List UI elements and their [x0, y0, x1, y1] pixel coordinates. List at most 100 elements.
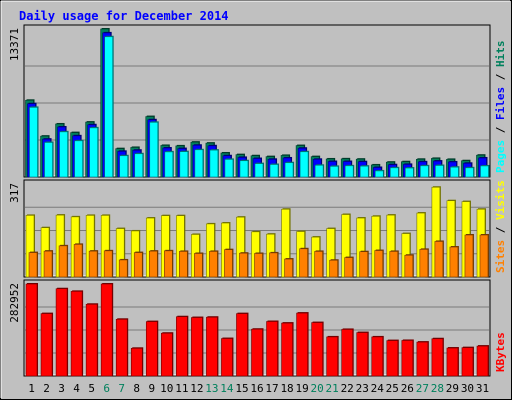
bar-pages-day-29 [450, 166, 459, 178]
bar-pages-day-12 [194, 149, 204, 178]
bar-sites-day-14 [224, 249, 233, 278]
bar-pages-day-19 [299, 151, 309, 178]
bar-sites-day-21 [329, 259, 338, 278]
bar-kbytes-day-23 [356, 332, 369, 377]
bar-kbytes-day-26 [401, 340, 414, 377]
bar-pages-day-15 [239, 160, 249, 178]
legend-kbytes: KBytes [494, 332, 507, 372]
x-tick-label-day-22: 22 [341, 382, 354, 395]
bar-kbytes-day-16 [251, 328, 263, 377]
x-tick-label-day-13: 13 [205, 382, 218, 395]
bar-kbytes-day-6 [100, 283, 113, 377]
bar-sites-day-12 [194, 253, 203, 278]
bar-pages-day-27 [420, 165, 429, 178]
bar-sites-day-18 [284, 258, 293, 278]
x-tick-label-day-8: 8 [133, 382, 140, 395]
bar-sites-day-8 [133, 252, 143, 278]
legend-separator: / [494, 67, 507, 87]
bar-pages-day-7 [119, 155, 129, 178]
bar-kbytes-day-30 [461, 347, 474, 377]
x-tick-label-day-29: 29 [446, 382, 459, 395]
bar-sites-day-29 [449, 246, 459, 278]
bar-sites-day-13 [209, 251, 218, 278]
bar-sites-day-27 [419, 249, 429, 278]
x-tick-label-day-1: 1 [28, 382, 35, 395]
bar-sites-day-22 [344, 257, 353, 278]
bar-sites-day-26 [404, 254, 414, 278]
bar-pages-day-21 [329, 166, 339, 178]
x-tick-label-day-28: 28 [431, 382, 444, 395]
bar-sites-day-31 [479, 234, 489, 278]
bar-pages-day-4 [74, 140, 83, 178]
bar-pages-day-20 [314, 164, 324, 178]
bar-kbytes-day-20 [311, 322, 323, 377]
bar-sites-day-2 [43, 250, 53, 278]
bar-sites-day-5 [88, 250, 98, 278]
bar-pages-day-30 [465, 167, 474, 178]
bar-kbytes-day-24 [371, 336, 384, 377]
x-tick-label-day-23: 23 [356, 382, 369, 395]
bar-kbytes-day-15 [236, 313, 248, 377]
x-tick-label-day-7: 7 [118, 382, 125, 395]
bar-kbytes-day-12 [191, 317, 203, 377]
bar-sites-day-15 [239, 252, 248, 278]
bar-pages-day-31 [480, 165, 489, 178]
legend-sites: Sites [494, 240, 507, 273]
chart-title: Daily usage for December 2014 [19, 9, 229, 23]
bar-sites-day-25 [389, 251, 399, 278]
legend-pages: Pages [494, 140, 507, 173]
bar-pages-day-5 [89, 127, 98, 178]
bar-pages-day-14 [224, 159, 234, 178]
bar-kbytes-day-27 [416, 341, 429, 377]
bar-pages-day-10 [164, 151, 174, 178]
max-value-label-1: 13371 [8, 28, 21, 61]
bar-sites-day-6 [103, 250, 113, 278]
bar-kbytes-day-5 [85, 303, 98, 377]
bar-sites-day-24 [374, 250, 384, 278]
bar-pages-day-28 [435, 165, 444, 178]
bar-kbytes-day-7 [115, 318, 128, 377]
x-tick-label-day-25: 25 [386, 382, 399, 395]
x-tick-label-day-9: 9 [148, 382, 155, 395]
bar-kbytes-day-9 [145, 321, 158, 377]
bar-pages-day-13 [209, 149, 219, 178]
side-legend-3: KBytes [494, 332, 507, 372]
x-tick-label-day-6: 6 [103, 382, 110, 395]
legend-separator: / [494, 120, 507, 140]
bar-pages-day-26 [405, 167, 414, 178]
bar-kbytes-day-3 [55, 288, 68, 377]
bar-kbytes-day-28 [431, 338, 444, 377]
bar-sites-day-30 [464, 234, 474, 278]
bar-kbytes-day-13 [206, 316, 218, 377]
bar-sites-day-16 [254, 253, 263, 278]
legend-separator: / [494, 220, 507, 240]
max-value-label-2: 317 [8, 183, 21, 203]
bar-pages-day-16 [254, 163, 264, 178]
bar-kbytes-day-25 [386, 340, 399, 377]
x-tick-label-day-31: 31 [476, 382, 489, 395]
bar-sites-day-4 [73, 244, 83, 278]
x-tick-label-day-18: 18 [280, 382, 293, 395]
bar-pages-day-1 [29, 107, 38, 178]
x-tick-label-day-14: 14 [220, 382, 234, 395]
bar-kbytes-day-17 [266, 321, 278, 377]
side-legend-2: Sites / Visits [494, 180, 507, 273]
bar-sites-day-7 [118, 259, 128, 278]
x-tick-label-day-16: 16 [250, 382, 263, 395]
legend-visits: Visits [494, 180, 507, 220]
bar-pages-day-25 [389, 167, 399, 178]
bar-kbytes-day-14 [221, 338, 233, 377]
bar-kbytes-day-22 [341, 329, 353, 377]
bar-pages-day-2 [44, 142, 53, 178]
bar-pages-day-24 [374, 170, 384, 178]
bar-kbytes-day-10 [161, 332, 173, 377]
bar-kbytes-day-8 [130, 348, 143, 377]
bar-sites-day-10 [164, 250, 173, 278]
bar-sites-day-9 [148, 250, 158, 278]
bar-kbytes-day-18 [281, 322, 293, 377]
legend-files: Files [494, 87, 507, 120]
x-tick-label-day-2: 2 [43, 382, 50, 395]
x-tick-label-day-27: 27 [416, 382, 429, 395]
bar-kbytes-day-21 [326, 336, 338, 377]
